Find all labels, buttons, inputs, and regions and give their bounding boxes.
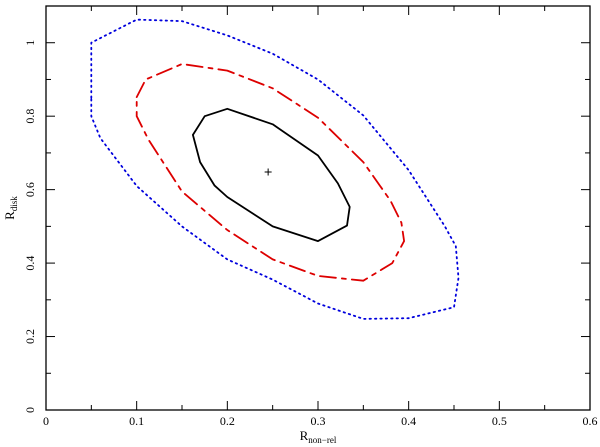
y-axis-title-main: R [2,211,17,220]
y-tick-label: 0.6 [23,182,37,197]
x-tick-labels: 0 0.1 0.2 0.3 0.4 0.5 0.6 [43,414,598,428]
y-tick-labels: 0 0.2 0.4 0.6 0.8 1 [23,40,37,413]
best-fit-marker-layer [264,168,272,176]
x-tick-label: 0 [43,414,49,428]
y-tick-label: 0 [23,407,37,413]
contour-dotted [90,18,460,320]
x-tick-label: 0.6 [583,414,598,428]
axis-ticks [45,5,591,411]
x-tick-label: 0.2 [220,414,235,428]
contour-series-layer [90,18,460,320]
x-tick-label: 0.4 [401,414,416,428]
x-axis-title-subscript: non−rel [308,435,337,445]
x-tick-label: 0.5 [492,414,507,428]
y-tick-label: 0.4 [23,256,37,271]
x-axis-title: Rnon−rel [300,428,337,445]
x-tick-label: 0.1 [129,414,144,428]
y-tick-label: 1 [23,40,37,46]
y-tick-label: 0.2 [23,329,37,344]
contour-solid [191,107,351,243]
contour-dashed [135,63,406,282]
best-fit-marker [264,168,272,176]
plot-frame [45,5,591,411]
y-axis-title: Rdisk [2,196,19,220]
y-axis-title-subscript: disk [9,196,19,212]
x-axis-title-main: R [300,428,309,443]
y-tick-label: 0.8 [23,109,37,124]
x-tick-label: 0.3 [311,414,326,428]
